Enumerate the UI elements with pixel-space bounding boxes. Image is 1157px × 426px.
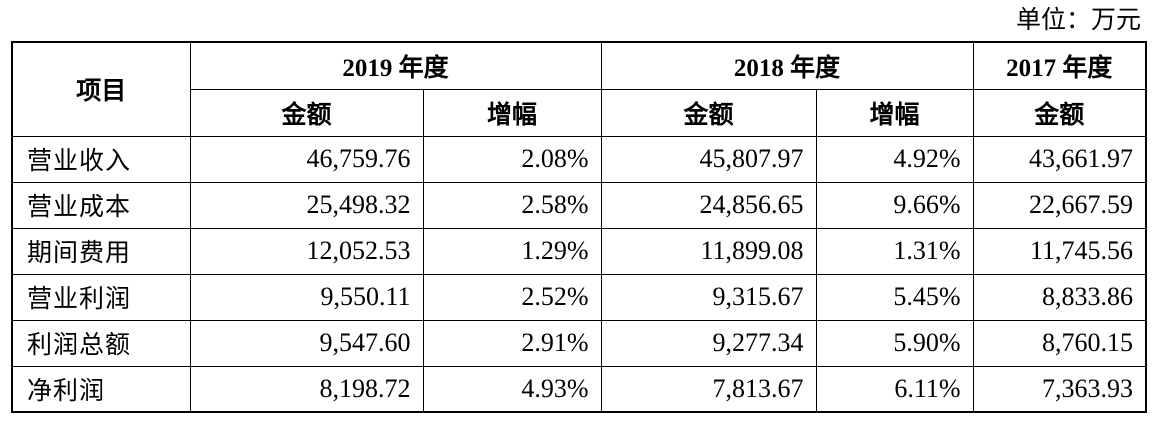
growth-2019-cell: 2.08% xyxy=(422,135,602,183)
growth-2018-cell: 6.11% xyxy=(815,365,974,413)
financial-table: 项目 2019 年度 2018 年度 2017 年度 金额 增幅 金额 增幅 金… xyxy=(11,41,1148,413)
growth-2018-cell: 5.90% xyxy=(815,319,974,367)
year-header-2019: 2019 年度 xyxy=(189,41,602,90)
row-label: 营业利润 xyxy=(11,273,191,321)
amount-header-2019: 金额 xyxy=(189,88,424,137)
table-row: 营业收入 46,759.76 2.08% 45,807.97 4.92% 43,… xyxy=(11,135,1147,183)
amount-2019-cell: 25,498.32 xyxy=(189,181,424,229)
amount-2017-cell: 22,667.59 xyxy=(972,181,1147,229)
growth-2019-cell: 4.93% xyxy=(422,365,602,413)
unit-note: 单位：万元 xyxy=(1015,5,1141,34)
growth-header-2019: 增幅 xyxy=(422,88,602,137)
table-row: 期间费用 12,052.53 1.29% 11,899.08 1.31% 11,… xyxy=(11,227,1147,275)
amount-2018-cell: 45,807.97 xyxy=(600,135,817,183)
year-header-2018: 2018 年度 xyxy=(600,41,974,90)
amount-2017-cell: 8,833.86 xyxy=(972,273,1147,321)
amount-2019-cell: 12,052.53 xyxy=(189,227,424,275)
year-header-row: 项目 2019 年度 2018 年度 2017 年度 xyxy=(11,41,1147,137)
row-label: 营业收入 xyxy=(11,135,191,183)
growth-2019-cell: 2.52% xyxy=(422,273,602,321)
amount-2017-cell: 8,760.15 xyxy=(972,319,1147,367)
amount-2018-cell: 7,813.67 xyxy=(600,365,817,413)
growth-2018-cell: 9.66% xyxy=(815,181,974,229)
amount-2018-cell: 9,315.67 xyxy=(600,273,817,321)
growth-2019-cell: 2.58% xyxy=(422,181,602,229)
amount-2017-cell: 43,661.97 xyxy=(972,135,1147,183)
table-row: 利润总额 9,547.60 2.91% 9,277.34 5.90% 8,760… xyxy=(11,319,1147,367)
table-row: 营业成本 25,498.32 2.58% 24,856.65 9.66% 22,… xyxy=(11,181,1147,229)
amount-2018-cell: 24,856.65 xyxy=(600,181,817,229)
amount-2017-cell: 7,363.93 xyxy=(972,365,1147,413)
row-label: 利润总额 xyxy=(11,319,191,367)
amount-2019-cell: 46,759.76 xyxy=(189,135,424,183)
year-header-2017: 2017 年度 xyxy=(972,41,1147,90)
amount-header-2017: 金额 xyxy=(972,88,1147,137)
growth-2019-cell: 1.29% xyxy=(422,227,602,275)
item-header: 项目 xyxy=(11,41,191,137)
amount-2018-cell: 9,277.34 xyxy=(600,319,817,367)
amount-2019-cell: 8,198.72 xyxy=(189,365,424,413)
table-row: 净利润 8,198.72 4.93% 7,813.67 6.11% 7,363.… xyxy=(11,365,1147,413)
amount-2017-cell: 11,745.56 xyxy=(972,227,1147,275)
growth-2019-cell: 2.91% xyxy=(422,319,602,367)
growth-2018-cell: 1.31% xyxy=(815,227,974,275)
amount-2019-cell: 9,550.11 xyxy=(189,273,424,321)
table-row: 营业利润 9,550.11 2.52% 9,315.67 5.45% 8,833… xyxy=(11,273,1147,321)
amount-header-2018: 金额 xyxy=(600,88,817,137)
row-label: 营业成本 xyxy=(11,181,191,229)
row-label: 期间费用 xyxy=(11,227,191,275)
growth-2018-cell: 4.92% xyxy=(815,135,974,183)
amount-2018-cell: 11,899.08 xyxy=(600,227,817,275)
amount-2019-cell: 9,547.60 xyxy=(189,319,424,367)
growth-header-2018: 增幅 xyxy=(815,88,974,137)
row-label: 净利润 xyxy=(11,365,191,413)
growth-2018-cell: 5.45% xyxy=(815,273,974,321)
